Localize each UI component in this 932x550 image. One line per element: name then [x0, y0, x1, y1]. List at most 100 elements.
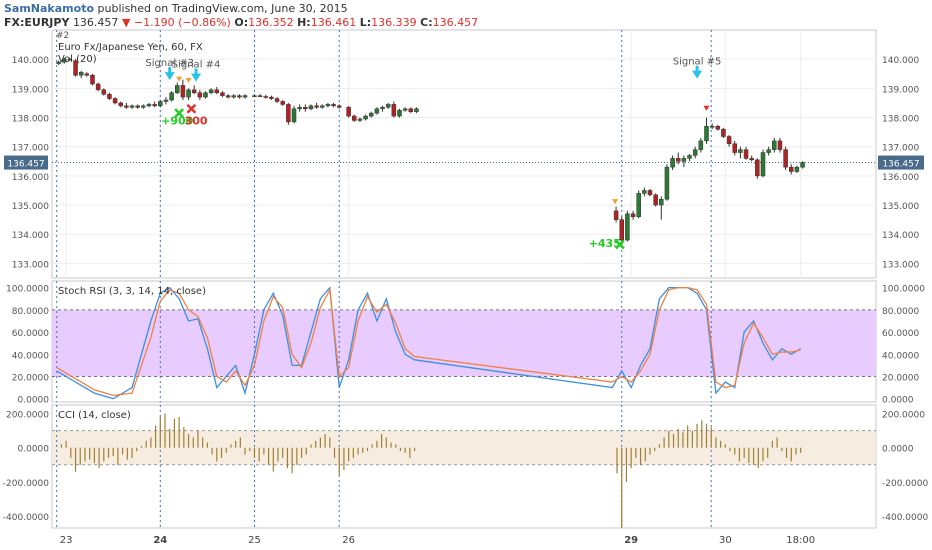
- cci-tick-right: 0.0000: [882, 445, 914, 455]
- candle-body: [174, 85, 180, 93]
- close-label: C:: [420, 16, 433, 29]
- signal-arrow-stem: [695, 65, 699, 72]
- cci-band: [52, 430, 876, 465]
- price-tick-left: 135.000: [12, 202, 49, 212]
- stoch-tick-left: 80.0000: [12, 307, 49, 317]
- price-tag-right-text: 136.457: [882, 160, 919, 170]
- candle-body: [704, 126, 709, 142]
- signal-arrow-icon: [692, 70, 703, 79]
- candle-body: [291, 108, 297, 123]
- candle-body: [242, 95, 248, 98]
- stoch-tick-right: 80.0000: [882, 307, 919, 317]
- candle-body: [385, 104, 391, 108]
- cci-title: CCI (14, close): [58, 410, 131, 421]
- candle-body: [726, 136, 732, 145]
- candle-body: [352, 115, 357, 121]
- signal-label: Signal #3: [145, 58, 194, 69]
- cci-pane[interactable]: -400.0000 -400.0000 -200.0000 -200.0000 0.00…: [3, 404, 929, 529]
- candle-body: [397, 109, 402, 117]
- price-tick-left: 139.000: [12, 85, 49, 95]
- trade-exit-x-icon: [186, 103, 197, 114]
- stoch-tick-left: 0.0000: [18, 396, 50, 406]
- signal-arrow-icon: [191, 73, 202, 82]
- candle-body: [90, 74, 95, 85]
- candle-body: [101, 89, 107, 95]
- price-tick-right: 134.000: [882, 231, 919, 241]
- candle-body: [755, 159, 760, 177]
- candle-body: [613, 210, 619, 220]
- price-tick-left: 138.000: [12, 115, 49, 125]
- candle-body: [670, 158, 675, 168]
- candle-body: [286, 104, 291, 123]
- candle-body: [336, 105, 342, 108]
- price-pane[interactable]: 133.000 133.000 134.000 134.000 135.000 135.0…: [4, 29, 924, 279]
- price-tick-left: 133.000: [12, 260, 49, 270]
- candle-body: [346, 107, 351, 117]
- candle-body: [214, 89, 220, 93]
- candle-body: [675, 158, 681, 162]
- symbol-label[interactable]: FX:EURJPY: [4, 16, 70, 29]
- stoch-tick-left: 60.0000: [12, 329, 49, 339]
- candle-body: [749, 158, 754, 161]
- candle-body: [158, 101, 163, 107]
- candle-body: [408, 108, 414, 112]
- candle-body: [180, 85, 186, 98]
- candle-body: [135, 105, 140, 108]
- cci-tick-left: -200.0000: [3, 479, 49, 489]
- low-value: 136.339: [371, 16, 417, 29]
- main-pane-title: Euro Fx/Japanese Yen, 60, FX: [58, 42, 203, 53]
- close-value: 136.457: [432, 16, 479, 29]
- time-tick-label: 26: [342, 535, 355, 546]
- candle-body: [625, 213, 630, 241]
- trigger-marker-icon: [185, 78, 192, 84]
- candle-body: [636, 193, 641, 217]
- candle-body: [374, 108, 380, 114]
- candle-body: [257, 95, 263, 97]
- stoch-series-k: [56, 286, 801, 400]
- candle-body: [263, 96, 269, 98]
- candle-body: [357, 118, 363, 121]
- candle-body: [325, 104, 331, 107]
- stoch-rsi-pane[interactable]: 0.0000 0.0000 20.0000 20.0000 40.0000 40.0000…: [6, 280, 925, 406]
- cci-tick-right: 200.0000: [882, 411, 925, 421]
- candle-body: [687, 155, 692, 159]
- candle-body: [186, 89, 191, 98]
- price-tick-right: 140.000: [882, 56, 919, 66]
- candle-body: [280, 101, 285, 105]
- candle-body: [197, 92, 203, 98]
- signal-arrow-stem: [194, 68, 198, 75]
- volume-label: Vol (20): [58, 54, 97, 65]
- candle-body: [274, 98, 280, 102]
- price-frame: [51, 29, 877, 279]
- price-tick-right: 135.000: [882, 202, 919, 212]
- candle-body: [642, 190, 647, 194]
- trigger-marker-icon: [703, 105, 710, 111]
- stoch-tick-left: 100.0000: [6, 285, 49, 295]
- cci-tick-left: 200.0000: [6, 411, 49, 421]
- candle-body: [320, 105, 325, 108]
- price-tick-left: 137.000: [12, 144, 49, 154]
- stoch-tick-right: 40.0000: [882, 351, 919, 361]
- price-tick-right: 138.000: [882, 115, 919, 125]
- signal-label: Signal #4: [172, 60, 221, 71]
- candle-body: [269, 96, 274, 99]
- candle-body: [225, 95, 231, 98]
- price-change: ▼ −1.190 (−0.86%): [121, 16, 231, 29]
- candle-body: [169, 92, 174, 101]
- candle-body: [95, 83, 101, 91]
- author-link[interactable]: SamNakamoto: [4, 2, 95, 15]
- candle-body: [314, 105, 319, 108]
- price-tick-left: 140.000: [12, 56, 49, 66]
- candle-body: [146, 104, 152, 107]
- candle-body: [664, 166, 670, 200]
- trigger-marker-icon: [176, 76, 183, 82]
- candle-body: [124, 105, 129, 108]
- cci-frame: [51, 404, 877, 529]
- candle-body: [647, 190, 653, 196]
- candle-body: [368, 112, 374, 117]
- price-tag-left-text: 136.457: [7, 160, 44, 170]
- high-value: 136.461: [310, 16, 357, 29]
- candle-body: [363, 115, 368, 120]
- price-tag-right: [878, 155, 924, 170]
